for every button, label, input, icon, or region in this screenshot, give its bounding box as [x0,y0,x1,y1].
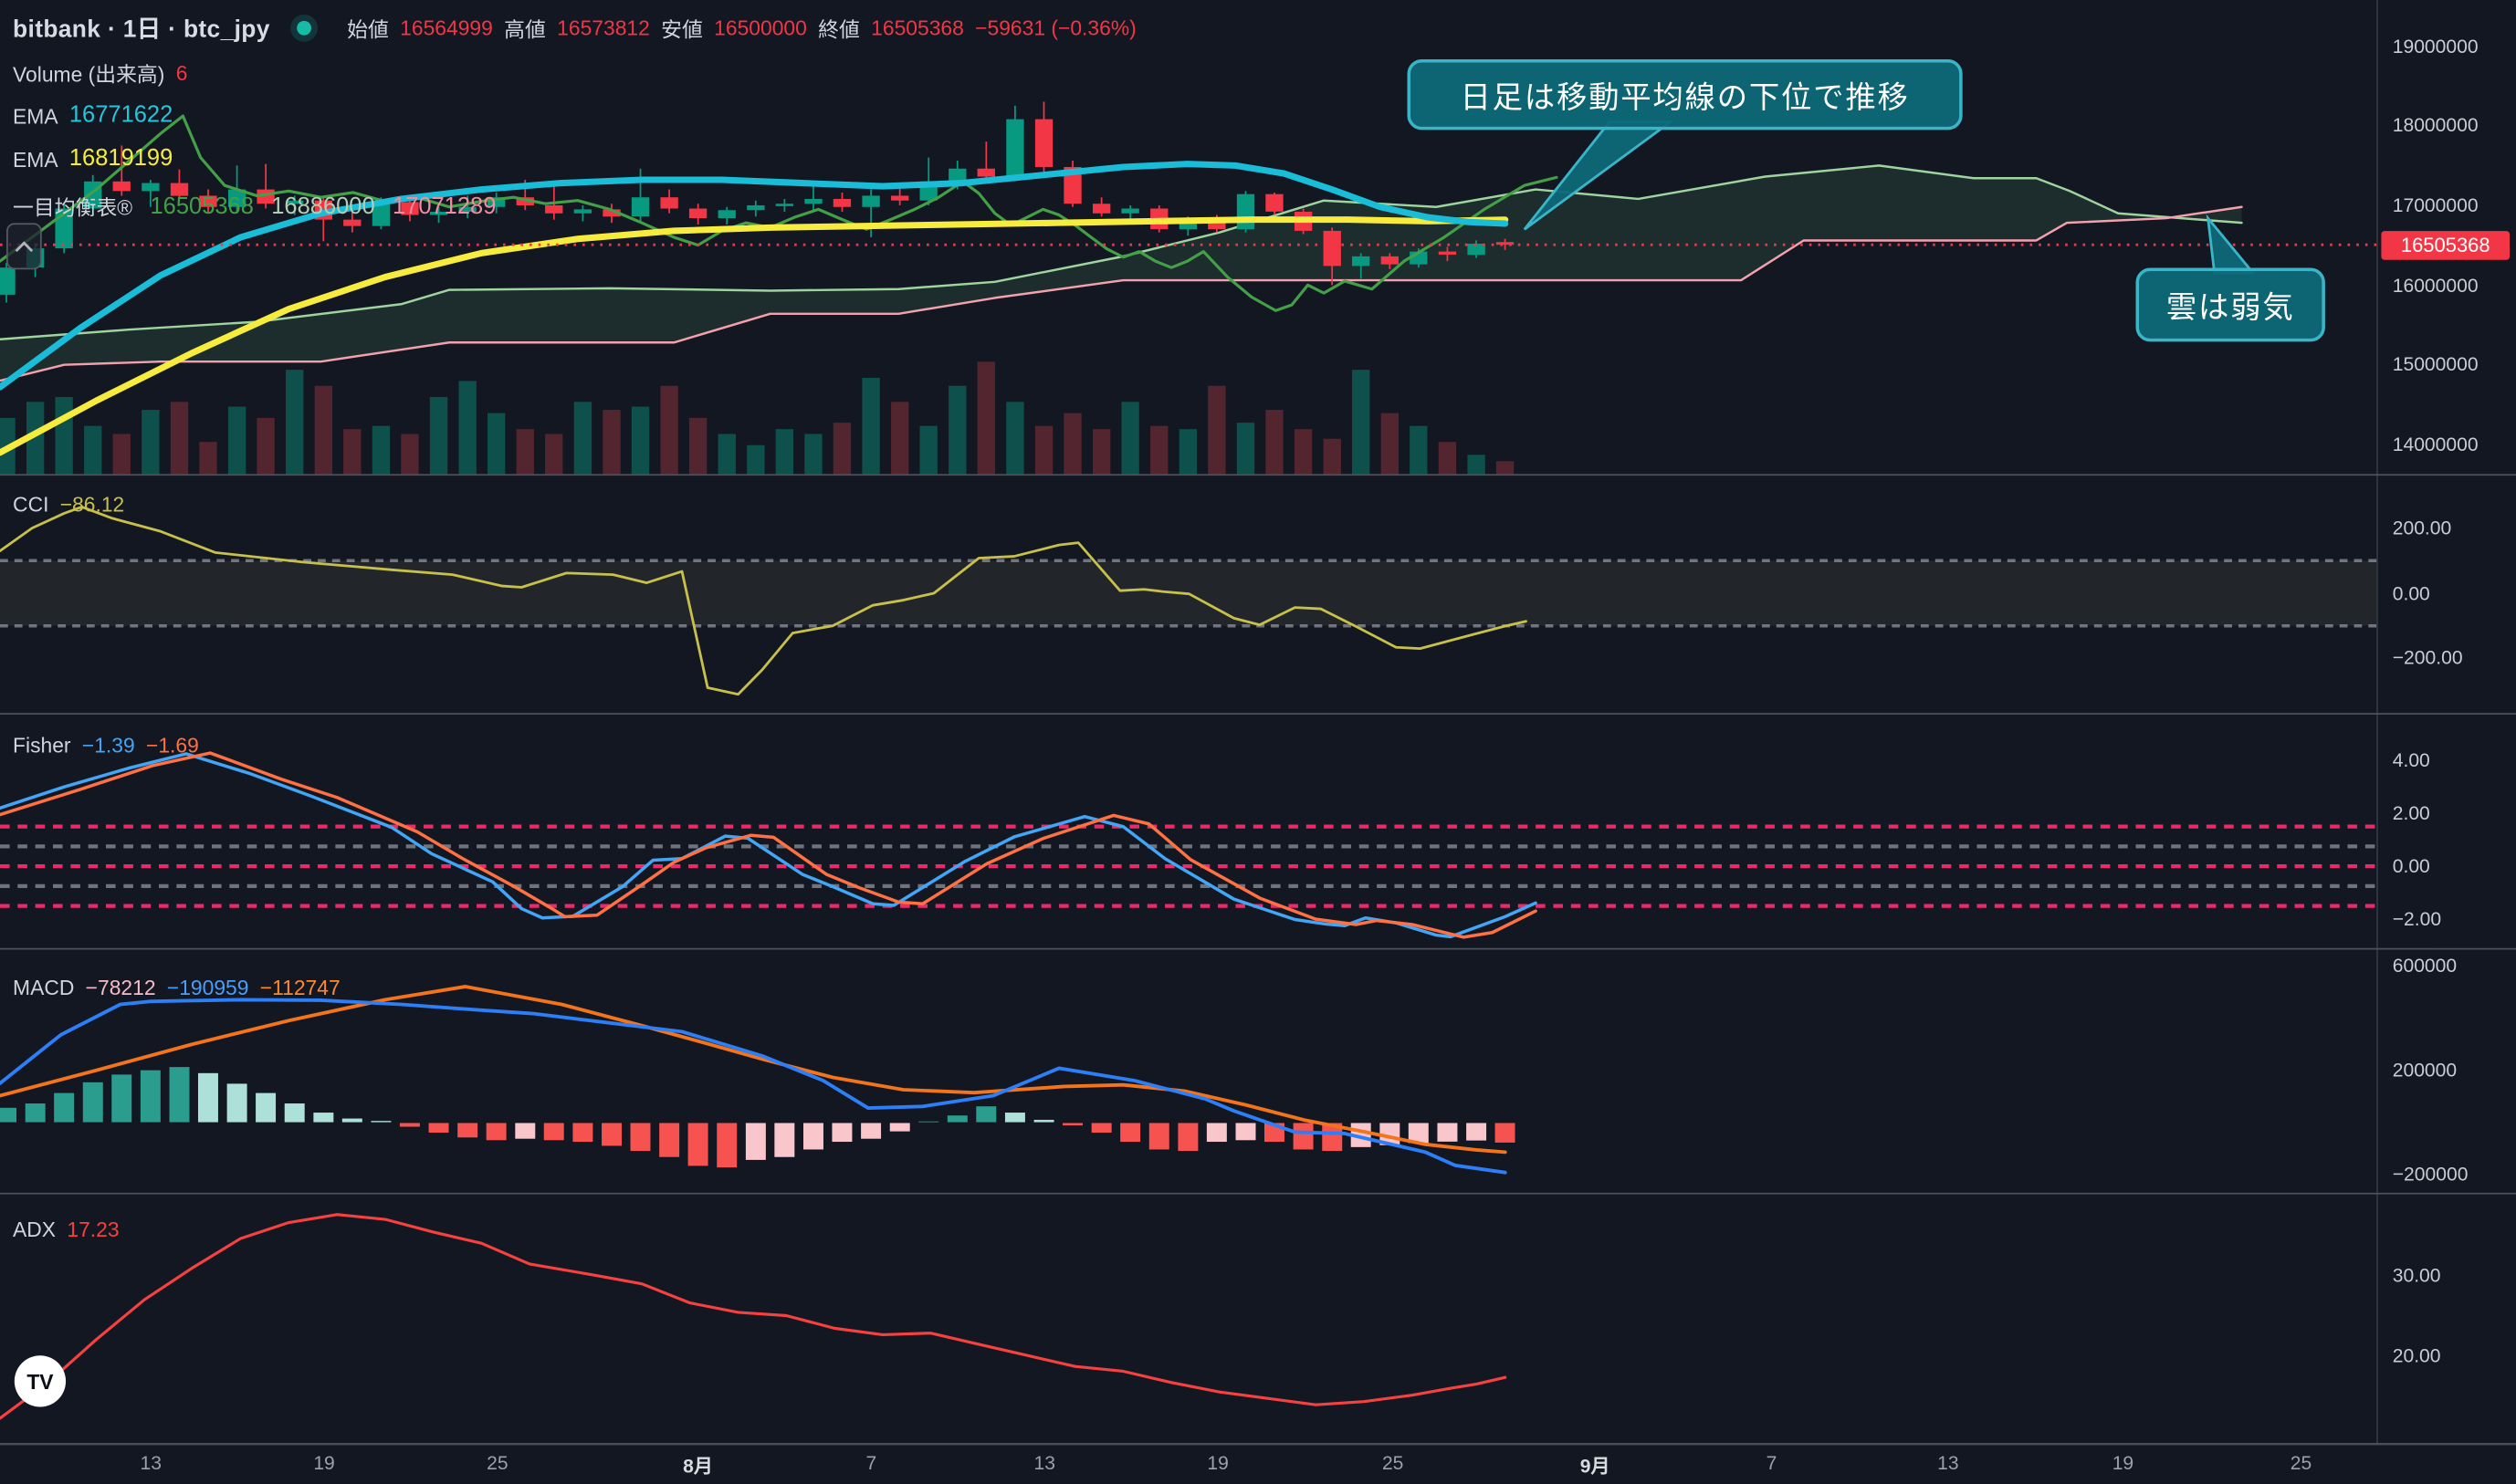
legend-volume[interactable]: Volume (出来高) 6 [13,57,187,88]
legend-adx[interactable]: ADX 17.23 [13,1218,120,1241]
volume-value: 6 [175,60,188,86]
macd-label: MACD [13,975,75,1000]
change-value: −59631 (−0.36%) [975,16,1137,40]
tradingview-logo-icon[interactable]: TV [14,1355,67,1407]
legend-ema-fast[interactable]: EMA 16771622 [13,102,173,128]
high-value: 16573812 [557,16,650,40]
ichimoku-leada-value: 16886000 [271,193,375,219]
ichimoku-leadb-value: 17071289 [392,193,497,219]
legend-macd[interactable]: MACD −78212 −190959 −112747 [13,976,341,999]
ema-slow-value: 16819199 [68,145,173,172]
open-label: 始値 [347,17,389,42]
open-value: 16564999 [400,16,493,40]
fisher-trigger-value: −1.69 [146,733,199,758]
cci-label: CCI [13,492,49,517]
close-value: 16505368 [871,16,964,40]
symbol-title: bitbank · 1日 · btc_jpy [13,16,270,44]
ema-fast-value: 16771622 [68,102,173,129]
ichimoku-label: 一目均衡表® [13,195,133,220]
legend-ichimoku[interactable]: 一目均衡表® 16505368 16886000 17071289 [13,191,496,221]
symbol-header[interactable]: bitbank · 1日 · btc_jpy 始値 16564999 高値 16… [13,11,1137,45]
annotation-ma-text: 日足は移動平均線の下位で推移 [1460,80,1910,115]
low-value: 16500000 [714,16,807,40]
macd-signal-value: −112747 [259,975,341,1000]
macd-line-value: −190959 [166,975,249,1000]
close-label: 終値 [818,17,860,42]
ichimoku-lagging-value: 16505368 [150,193,254,219]
low-label: 安値 [661,17,703,42]
cci-value: −86.12 [59,492,125,517]
chevron-up-icon [15,240,34,252]
annotation-cloud-note[interactable]: 雲は弱気 [2135,267,2325,342]
annotation-ma-note[interactable]: 日足は移動平均線の下位で推移 [1407,59,1963,131]
fisher-label: Fisher [13,733,71,758]
annotation-cloud-text: 雲は弱気 [2165,291,2295,325]
fisher-value: −1.39 [81,733,135,758]
legend-cci[interactable]: CCI −86.12 [13,493,124,517]
macd-hist-value: −78212 [85,975,156,1000]
ema-fast-label: EMA [13,103,58,128]
high-label: 高値 [504,17,546,42]
volume-label: Volume (出来高) [13,62,165,87]
legend-fisher[interactable]: Fisher −1.39 −1.69 [13,733,199,757]
adx-value: 17.23 [67,1218,120,1242]
legend-ema-slow[interactable]: EMA 16819199 [13,146,173,172]
market-status-icon[interactable] [297,20,312,36]
collapse-panel-button[interactable] [6,223,42,270]
ema-slow-label: EMA [13,146,58,172]
adx-label: ADX [13,1218,57,1242]
